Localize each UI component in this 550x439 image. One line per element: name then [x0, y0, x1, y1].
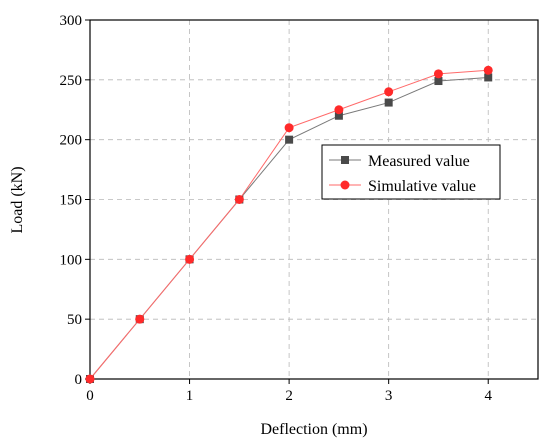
data-point-simulative [384, 87, 394, 97]
legend-box [321, 144, 501, 200]
data-point-simulative [185, 254, 195, 264]
data-point-simulative [284, 123, 294, 133]
series-simulative-value [85, 65, 493, 384]
data-point-simulative [85, 374, 95, 384]
legend-marker-simulative [340, 180, 350, 190]
y-axis-title: Load (kN) [9, 166, 26, 233]
x-tick-label: 3 [385, 388, 393, 404]
series-line [89, 69, 489, 380]
legend: Measured value Simulative value [321, 144, 501, 200]
axis-ticks: 0 1 2 3 4 0 50 100 150 200 250 300 [60, 13, 493, 404]
data-point-simulative [334, 105, 344, 115]
data-point-measured [334, 111, 343, 120]
data-point-simulative [483, 65, 493, 75]
data-point-simulative [135, 314, 145, 324]
x-axis-title: Deflection (mm) [260, 421, 367, 438]
series-layer [85, 65, 493, 384]
data-point-measured [434, 77, 443, 86]
x-tick-label: 1 [186, 388, 194, 404]
legend-marker-measured [341, 156, 349, 164]
x-tick-label: 2 [285, 388, 293, 404]
legend-label-measured: Measured value [368, 153, 470, 170]
x-tick-label: 0 [86, 388, 94, 404]
data-point-measured [285, 135, 294, 144]
y-tick-label: 250 [60, 73, 83, 89]
y-tick-label: 0 [75, 372, 83, 388]
y-tick-label: 100 [60, 252, 83, 268]
legend-label-simulative: Simulative value [368, 178, 476, 195]
data-point-measured [484, 73, 493, 82]
y-tick-label: 300 [60, 13, 83, 29]
data-point-measured [384, 98, 393, 107]
y-tick-label: 50 [67, 312, 82, 328]
data-point-simulative [433, 69, 443, 79]
x-tick-label: 4 [484, 388, 492, 404]
data-point-simulative [234, 195, 244, 204]
y-tick-label: 150 [60, 193, 83, 209]
y-tick-label: 200 [60, 133, 83, 149]
